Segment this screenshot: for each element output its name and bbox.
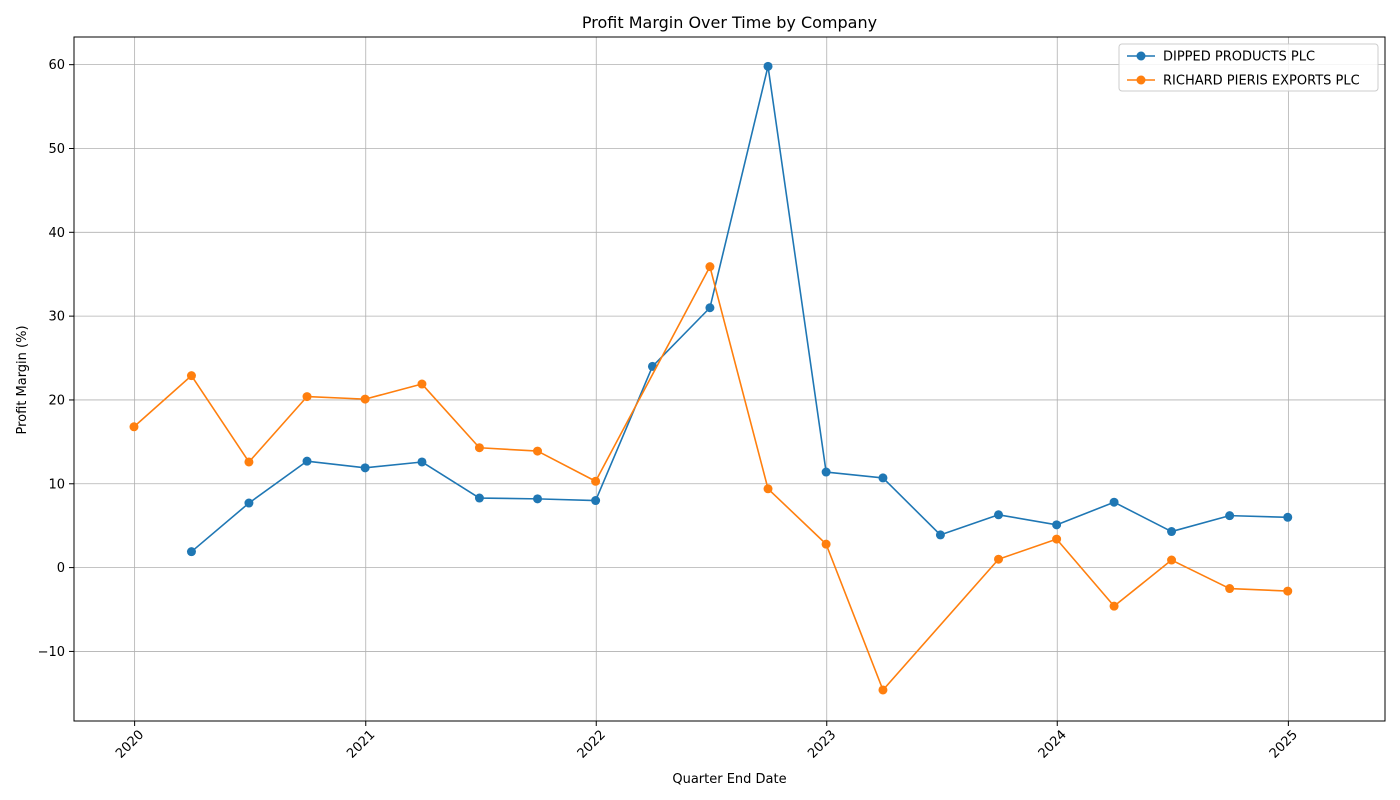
- data-point: [1052, 534, 1062, 544]
- data-point: [302, 392, 312, 402]
- legend: DIPPED PRODUCTS PLC RICHARD PIERIS EXPORT…: [1118, 43, 1379, 92]
- data-point: [1109, 497, 1119, 507]
- y-axis-label: Profit Margin (%): [15, 325, 30, 434]
- x-axis-label: Quarter End Date: [672, 772, 786, 787]
- data-point: [994, 510, 1004, 520]
- y-tick-label: 20: [48, 393, 65, 408]
- y-tick-label: 50: [48, 142, 65, 157]
- data-point: [705, 303, 715, 313]
- data-point: [474, 493, 484, 503]
- data-point: [878, 473, 888, 483]
- data-point: [474, 443, 484, 453]
- legend-label: RICHARD PIERIS EXPORTS PLC: [1163, 74, 1360, 89]
- data-point: [763, 61, 773, 71]
- data-point: [533, 494, 543, 504]
- data-point: [533, 446, 543, 456]
- data-point: [186, 547, 196, 557]
- data-point: [591, 496, 601, 506]
- data-point: [186, 371, 196, 381]
- data-point: [1109, 601, 1119, 611]
- legend-marker: [1136, 51, 1146, 61]
- data-point: [994, 554, 1004, 564]
- data-point: [129, 422, 139, 432]
- data-point: [302, 456, 312, 466]
- series-1: [186, 61, 1293, 557]
- data-point: [360, 394, 370, 404]
- y-tick-label: 10: [48, 477, 65, 492]
- data-point: [1283, 512, 1293, 522]
- data-point: [821, 467, 831, 477]
- y-tick-label: 0: [57, 561, 65, 576]
- data-point: [878, 685, 888, 695]
- legend-label: DIPPED PRODUCTS PLC: [1163, 50, 1315, 65]
- data-point: [244, 457, 254, 467]
- data-point: [417, 379, 427, 389]
- series-lines: [129, 61, 1293, 695]
- data-point: [821, 539, 831, 549]
- data-point: [705, 262, 715, 272]
- plot-frame: [73, 36, 1386, 722]
- grid: [74, 37, 1385, 721]
- y-tick-label: 60: [48, 58, 65, 73]
- data-point: [1225, 584, 1235, 594]
- series-line: [190, 65, 1288, 553]
- data-point: [1167, 555, 1177, 565]
- legend-marker: [1136, 75, 1146, 85]
- data-point: [1052, 520, 1062, 530]
- y-tick-label: −10: [38, 645, 65, 660]
- data-point: [1283, 586, 1293, 596]
- y-tick-label: 30: [48, 310, 65, 325]
- y-tick-label: 40: [48, 226, 65, 241]
- data-point: [1225, 511, 1235, 521]
- data-point: [591, 476, 601, 486]
- series-2: [129, 262, 1293, 695]
- data-point: [1167, 527, 1177, 537]
- data-point: [360, 463, 370, 473]
- data-point: [417, 457, 427, 467]
- chart-title: Profit Margin Over Time by Company: [582, 13, 877, 32]
- data-point: [935, 530, 945, 540]
- legend-box: [1118, 43, 1379, 92]
- data-point: [244, 498, 254, 508]
- data-point: [763, 484, 773, 494]
